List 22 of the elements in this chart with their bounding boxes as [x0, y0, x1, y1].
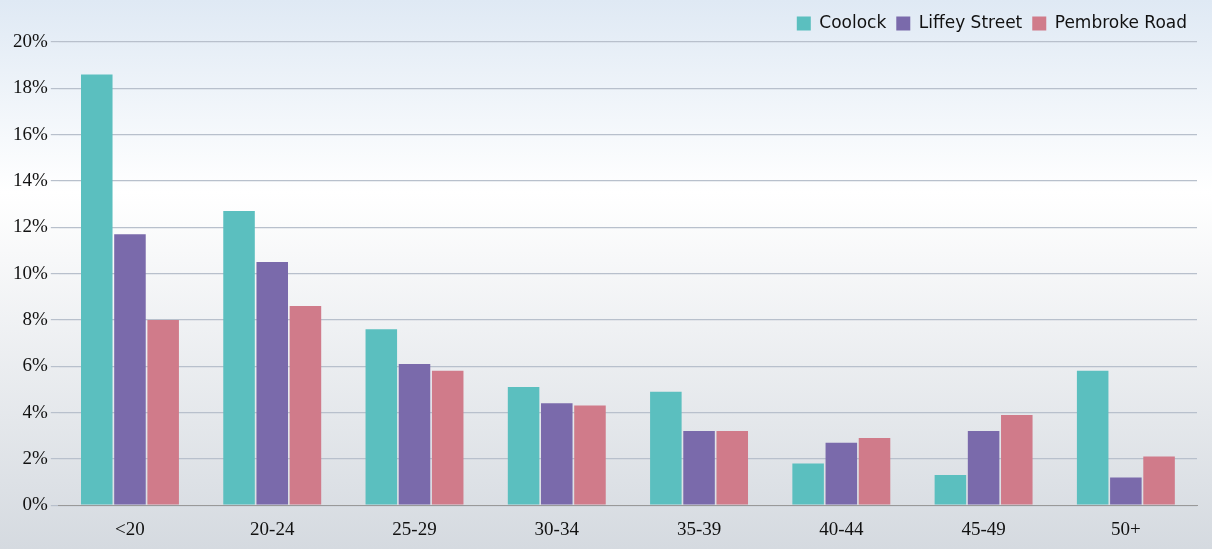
y-tick-label: 16%	[13, 122, 48, 144]
y-tick-label: 20%	[13, 29, 48, 51]
y-tick-label: 14%	[13, 168, 48, 190]
y-tick-label: 8%	[22, 307, 48, 329]
x-tick-label: 45-49	[961, 517, 1006, 539]
y-tick-label: 6%	[22, 354, 48, 376]
x-tick-label: 50+	[1111, 517, 1141, 539]
x-tick-label: 35-39	[676, 517, 722, 539]
x-tick-label: 30-34	[534, 517, 580, 539]
x-tick-label: 40-44	[819, 517, 864, 539]
x-tick-label: 25-29	[392, 517, 437, 539]
x-tick-label: <20	[115, 517, 145, 539]
y-tick-label: 10%	[13, 261, 48, 283]
y-tick-label: 12%	[13, 215, 48, 237]
legend-label: Liffey Street	[918, 11, 1023, 32]
y-tick-label: 0%	[22, 493, 48, 515]
legend-label: Coolock	[819, 11, 887, 32]
legend-label: Pembroke Road	[1054, 11, 1187, 32]
y-tick-label: 2%	[22, 446, 48, 468]
y-tick-label: 18%	[13, 76, 48, 98]
x-tick-label: 20-24	[250, 517, 295, 539]
y-tick-label: 4%	[22, 400, 48, 422]
